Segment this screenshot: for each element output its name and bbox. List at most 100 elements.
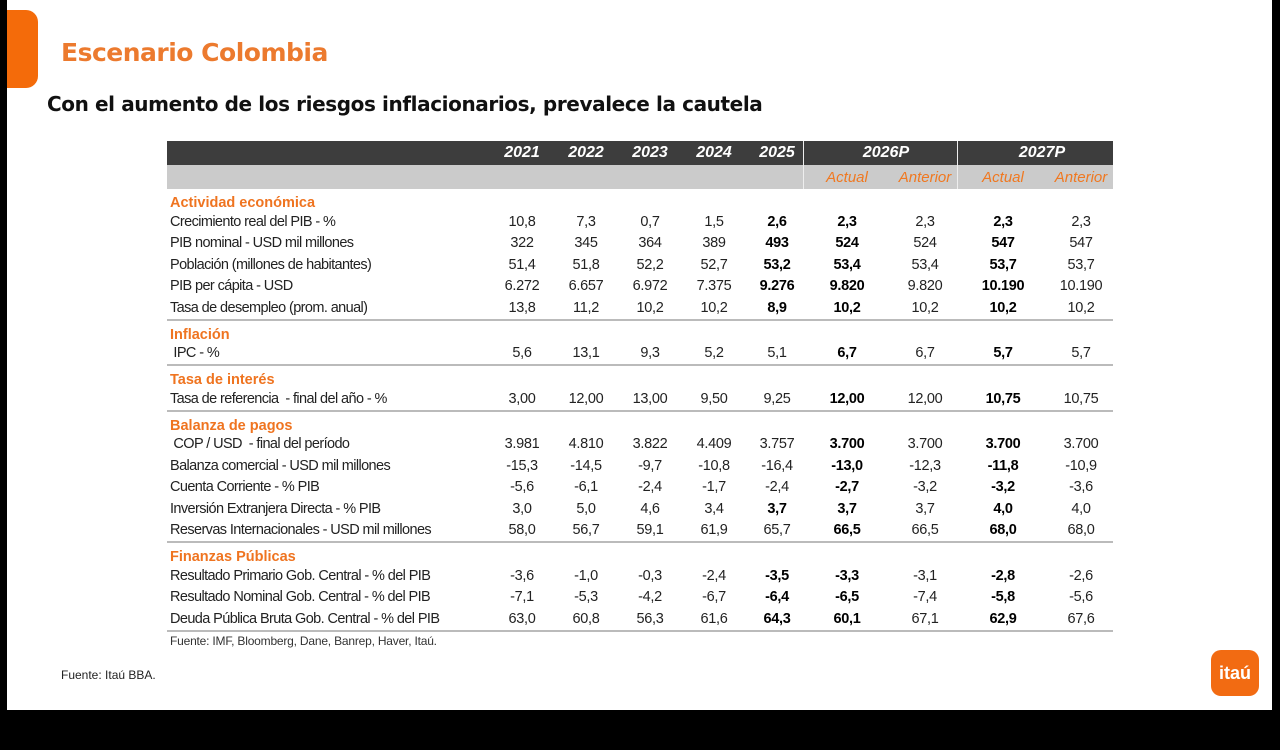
value-cell: 4.810 (568, 436, 604, 453)
value-cell: 6.657 (568, 278, 604, 295)
value-cell: 0,7 (640, 213, 660, 230)
value-cell: 5,6 (512, 345, 532, 362)
value-cell: -7,1 (510, 589, 534, 606)
value-cell: 53,4 (833, 256, 861, 273)
value-cell: 4,0 (993, 500, 1013, 517)
value-cell: 53,2 (763, 256, 791, 273)
value-cell: -4,2 (638, 589, 662, 606)
row-label: PIB per cápita - USD (170, 278, 293, 295)
year-header: 2022 (568, 144, 604, 161)
row-label: Tasa de referencia - final del año - % (170, 390, 387, 407)
header-divider (957, 141, 958, 165)
value-cell: 9,25 (763, 390, 791, 407)
value-cell: -2,4 (765, 479, 789, 496)
value-cell: 3,7 (915, 500, 935, 517)
value-cell: -9,7 (638, 457, 662, 474)
value-cell: 65,7 (763, 522, 791, 539)
value-cell: -7,4 (913, 589, 937, 606)
value-cell: 10,8 (508, 213, 536, 230)
footer-source: Fuente: Itaú BBA. (61, 668, 156, 682)
value-cell: -2,8 (991, 567, 1015, 584)
section-header: Finanzas Públicas (167, 543, 1113, 565)
value-cell: 7,3 (576, 213, 596, 230)
value-cell: -1,7 (702, 479, 726, 496)
value-cell: 68,0 (989, 522, 1017, 539)
header-divider (803, 165, 804, 189)
table-source-note: Fuente: IMF, Bloomberg, Dane, Banrep, Ha… (170, 633, 437, 648)
value-cell: -6,5 (835, 589, 859, 606)
value-cell: 10.190 (1059, 278, 1103, 295)
value-cell: 10.190 (981, 278, 1025, 295)
value-cell: 364 (638, 235, 662, 252)
table-row: Cuenta Corriente - % PIB -5,6 -6,1 -2,4 -1,7… (167, 477, 1113, 499)
value-cell: 524 (835, 235, 859, 252)
row-label: IPC - % (170, 345, 220, 362)
value-cell: 3.981 (504, 436, 540, 453)
table-row: PIB per cápita - USD 6.272 6.657 6.972 7.375… (167, 276, 1113, 298)
value-cell: 6,7 (837, 345, 857, 362)
value-cell: 9.820 (907, 278, 943, 295)
value-cell: -3,1 (913, 567, 937, 584)
value-cell: 10,2 (989, 299, 1017, 316)
section-title: Inflación (170, 326, 230, 343)
value-cell: 5,0 (576, 500, 596, 517)
value-cell: -16,4 (761, 457, 793, 474)
table-row: Resultado Primario Gob. Central - % del … (167, 565, 1113, 587)
value-cell: 8,9 (767, 299, 787, 316)
table-row: Inversión Extranjera Directa - % PIB 3,0 5… (167, 498, 1113, 520)
value-cell: 5,2 (704, 345, 724, 362)
row-label: Tasa de desempleo (prom. anual) (170, 299, 368, 316)
value-cell: 63,0 (508, 610, 536, 627)
value-cell: 6,7 (915, 345, 935, 362)
value-cell: 1,5 (704, 213, 724, 230)
section-title: Balanza de pagos (170, 417, 293, 434)
value-cell: 60,1 (833, 610, 861, 627)
year-header: 2023 (632, 144, 668, 161)
value-cell: 7.375 (696, 278, 732, 295)
value-cell: 5,7 (1071, 345, 1091, 362)
value-cell: -3,6 (510, 567, 534, 584)
value-cell: 53,7 (1067, 256, 1095, 273)
value-cell: 61,6 (700, 610, 728, 627)
projection-header: 2026P (862, 144, 910, 161)
value-cell: 3.822 (632, 436, 668, 453)
value-cell: -15,3 (506, 457, 538, 474)
sub-header: Anterior (898, 168, 952, 186)
value-cell: 12,00 (907, 390, 943, 407)
value-cell: 10,75 (985, 390, 1021, 407)
row-label: Balanza comercial - USD mil millones (170, 457, 391, 474)
value-cell: 10,75 (1063, 390, 1099, 407)
table-row: COP / USD - final del período 3.981 4.810 3… (167, 434, 1113, 456)
section-header: Balanza de pagos (167, 412, 1113, 434)
value-cell: 3.700 (907, 436, 943, 453)
value-cell: 59,1 (636, 522, 664, 539)
projection-header: 2027P (1018, 144, 1066, 161)
value-cell: 61,9 (700, 522, 728, 539)
table-header-row: 2021 2022 2023 2024 2025 2026P 2027P (167, 141, 1113, 165)
value-cell: 13,8 (508, 299, 536, 316)
value-cell: 2,6 (767, 213, 787, 230)
value-cell: 3,0 (512, 500, 532, 517)
value-cell: 4,6 (640, 500, 660, 517)
value-cell: -2,6 (1069, 567, 1093, 584)
row-label: COP / USD - final del período (170, 436, 350, 453)
value-cell: 58,0 (508, 522, 536, 539)
value-cell: -3,2 (913, 479, 937, 496)
year-header: 2024 (696, 144, 732, 161)
value-cell: -3,2 (991, 479, 1015, 496)
sub-header: Actual (982, 168, 1024, 186)
table-row: Reservas Internacionales - USD mil millo… (167, 520, 1113, 543)
value-cell: 10,2 (700, 299, 728, 316)
value-cell: -5,3 (574, 589, 598, 606)
value-cell: 67,1 (911, 610, 939, 627)
section-header: Inflación (167, 321, 1113, 343)
value-cell: 3.700 (985, 436, 1021, 453)
value-cell: 6.972 (632, 278, 668, 295)
value-cell: 4,0 (1071, 500, 1091, 517)
value-cell: 53,4 (911, 256, 939, 273)
value-cell: 2,3 (915, 213, 935, 230)
value-cell: -5,6 (510, 479, 534, 496)
value-cell: 3,00 (508, 390, 536, 407)
slide-subtitle: Con el aumento de los riesgos inflaciona… (47, 92, 763, 116)
value-cell: -6,7 (702, 589, 726, 606)
